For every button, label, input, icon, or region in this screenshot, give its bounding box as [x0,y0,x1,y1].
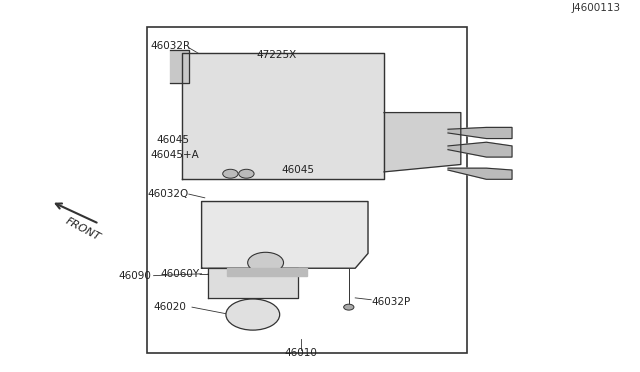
Polygon shape [170,49,189,83]
Text: 46020: 46020 [154,302,186,312]
Circle shape [344,304,354,310]
Text: 46032Q: 46032Q [147,189,188,199]
Text: 46032P: 46032P [371,296,410,307]
Polygon shape [448,168,512,179]
Circle shape [239,169,254,178]
Text: 46032R: 46032R [150,41,191,51]
Text: 46060Y—: 46060Y— [160,269,209,279]
Circle shape [223,169,238,178]
Polygon shape [448,142,512,157]
Polygon shape [202,202,368,268]
Text: 46010: 46010 [284,349,317,359]
Polygon shape [208,268,298,298]
Polygon shape [182,53,384,179]
Polygon shape [227,268,307,276]
Circle shape [248,252,284,273]
Circle shape [226,299,280,330]
Bar [147,28,467,353]
Text: 46045: 46045 [157,135,190,145]
Text: 46045+A: 46045+A [150,150,199,160]
Text: 46045: 46045 [282,165,315,175]
Polygon shape [384,113,461,172]
Polygon shape [448,127,512,138]
Text: 46090: 46090 [119,271,152,280]
Text: 47225X: 47225X [256,50,296,60]
Text: FRONT: FRONT [64,216,102,243]
Text: J4600113: J4600113 [572,3,621,13]
